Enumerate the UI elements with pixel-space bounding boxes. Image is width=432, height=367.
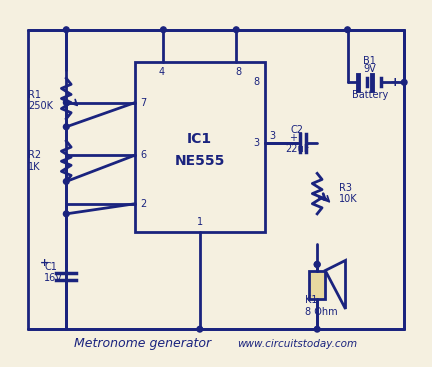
Circle shape — [345, 27, 350, 33]
Text: R2
1K: R2 1K — [28, 150, 41, 172]
Text: B1: B1 — [363, 56, 376, 66]
Text: +: + — [390, 76, 400, 89]
Text: 8: 8 — [235, 67, 241, 77]
Circle shape — [64, 179, 69, 184]
Text: 7: 7 — [140, 98, 146, 108]
Text: NE555: NE555 — [175, 154, 225, 168]
Text: +: + — [289, 133, 297, 143]
Text: 4: 4 — [158, 67, 165, 77]
Text: IC1: IC1 — [187, 132, 213, 146]
Text: 3: 3 — [254, 138, 260, 148]
Circle shape — [401, 80, 407, 85]
Circle shape — [314, 326, 320, 332]
Text: +: + — [39, 258, 49, 269]
Text: 9V: 9V — [363, 64, 376, 74]
Text: R3
10K: R3 10K — [340, 183, 358, 204]
Circle shape — [233, 27, 239, 33]
Circle shape — [314, 262, 320, 267]
Text: C2: C2 — [290, 125, 303, 135]
Polygon shape — [325, 261, 346, 309]
Circle shape — [314, 262, 320, 267]
Text: 1: 1 — [197, 217, 203, 227]
Text: K1
8 Ohm: K1 8 Ohm — [305, 295, 338, 317]
Circle shape — [64, 100, 69, 105]
Circle shape — [64, 27, 69, 33]
Text: C1
16V: C1 16V — [44, 262, 63, 283]
Text: 3: 3 — [270, 131, 276, 141]
Text: 6: 6 — [140, 150, 146, 160]
Circle shape — [64, 211, 69, 217]
Text: 8: 8 — [254, 77, 260, 87]
FancyBboxPatch shape — [309, 270, 325, 299]
Circle shape — [64, 124, 69, 130]
Text: R1
250K: R1 250K — [28, 90, 53, 111]
Text: Metronome generator: Metronome generator — [74, 337, 212, 350]
FancyBboxPatch shape — [135, 62, 264, 232]
Text: Battery: Battery — [352, 90, 388, 100]
Text: www.circuitstoday.com: www.circuitstoday.com — [238, 339, 358, 349]
Circle shape — [197, 326, 203, 332]
Text: 22uF: 22uF — [285, 144, 309, 154]
Text: 2: 2 — [140, 199, 146, 209]
Circle shape — [161, 27, 166, 33]
